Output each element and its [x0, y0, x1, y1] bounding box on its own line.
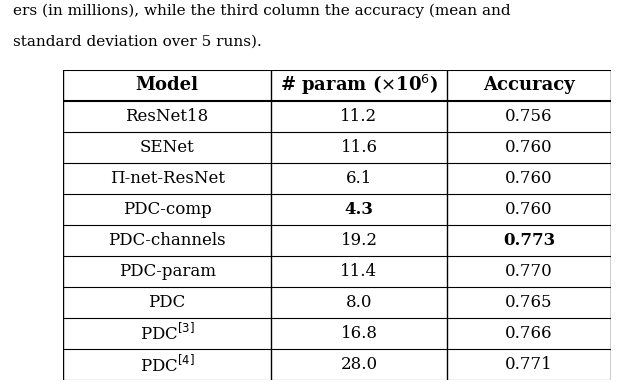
Text: Accuracy: Accuracy [483, 76, 575, 94]
Text: # param ($\times$10$^{6}$): # param ($\times$10$^{6}$) [280, 73, 438, 97]
Text: 0.760: 0.760 [505, 201, 553, 218]
Text: 0.765: 0.765 [505, 294, 553, 311]
Text: 0.766: 0.766 [505, 325, 553, 342]
Text: PDC: PDC [149, 294, 186, 311]
Text: PDC-param: PDC-param [118, 263, 215, 280]
Text: 4.3: 4.3 [345, 201, 374, 218]
Text: PDC-comp: PDC-comp [123, 201, 212, 218]
Text: PDC$^{[4]}$: PDC$^{[4]}$ [140, 354, 195, 375]
Text: ers (in millions), while the third column the accuracy (mean and: ers (in millions), while the third colum… [13, 4, 510, 18]
Text: 11.4: 11.4 [340, 263, 377, 280]
Text: 19.2: 19.2 [340, 232, 377, 249]
Text: 0.770: 0.770 [505, 263, 553, 280]
Text: ResNet18: ResNet18 [125, 108, 209, 125]
Text: 11.6: 11.6 [340, 139, 377, 156]
Text: 6.1: 6.1 [346, 170, 372, 187]
Text: 28.0: 28.0 [340, 356, 377, 373]
Text: Π-net-ResNet: Π-net-ResNet [110, 170, 225, 187]
Text: Model: Model [135, 76, 198, 94]
Text: 0.760: 0.760 [505, 139, 553, 156]
Text: PDC-channels: PDC-channels [108, 232, 226, 249]
Text: 8.0: 8.0 [346, 294, 372, 311]
Text: PDC$^{[3]}$: PDC$^{[3]}$ [140, 323, 195, 344]
Text: standard deviation over 5 runs).: standard deviation over 5 runs). [13, 35, 261, 49]
Text: 16.8: 16.8 [340, 325, 377, 342]
Text: 0.773: 0.773 [503, 232, 555, 249]
Text: 0.771: 0.771 [505, 356, 553, 373]
Text: SENet: SENet [140, 139, 195, 156]
Text: 11.2: 11.2 [340, 108, 377, 125]
Text: 0.756: 0.756 [505, 108, 553, 125]
Text: 0.760: 0.760 [505, 170, 553, 187]
